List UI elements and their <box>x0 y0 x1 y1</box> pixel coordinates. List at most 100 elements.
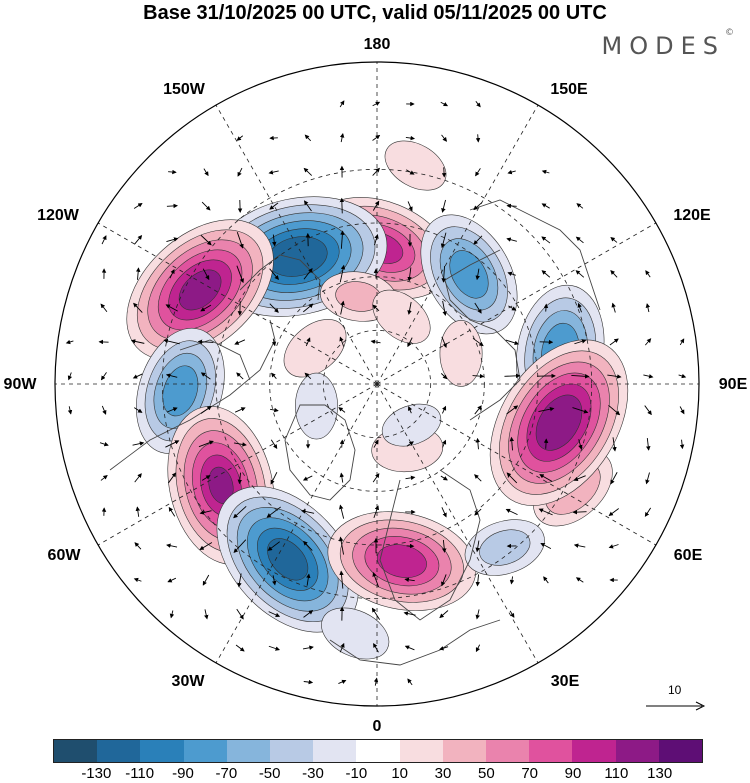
wind-arrow <box>236 232 244 249</box>
wind-arrow <box>272 575 277 586</box>
colorbar-swatch <box>615 740 659 762</box>
wind-arrow <box>610 472 618 485</box>
wind-arrow <box>134 235 143 245</box>
wind-arrow <box>339 570 344 589</box>
wind-arrow <box>236 372 244 380</box>
wind-arrow <box>442 539 447 553</box>
colorbar-tick-label: 30 <box>434 765 452 782</box>
anomaly-contour <box>439 320 483 387</box>
wind-arrow <box>135 506 141 517</box>
wind-arrow <box>403 611 416 616</box>
anomaly-center <box>321 607 390 660</box>
colorbar-swatch <box>572 740 616 762</box>
wind-arrow <box>132 373 143 379</box>
anomaly-contour <box>479 529 531 566</box>
wind-arrow <box>404 577 415 583</box>
wind-arrow <box>678 373 687 379</box>
meridian-line <box>376 222 657 385</box>
lon-label-150w: 150W <box>163 81 205 98</box>
anomaly-center <box>489 339 629 506</box>
wind-arrow <box>303 540 313 551</box>
wind-arrow <box>644 338 652 346</box>
wind-arrow <box>607 374 622 379</box>
anomaly-center <box>381 403 442 447</box>
wind-arrow <box>200 234 212 246</box>
wind-arrow <box>472 373 485 379</box>
wind-arrow <box>338 679 347 684</box>
anomaly-contour <box>535 394 583 451</box>
wind-arrow <box>507 271 516 277</box>
wind-arrow <box>372 101 381 107</box>
wind-arrow <box>611 302 616 313</box>
wind-arrow <box>270 472 278 485</box>
wind-arrow <box>373 505 380 518</box>
anomaly-contour <box>449 250 489 299</box>
wind-arrow <box>237 167 243 177</box>
wind-arrow <box>407 267 412 282</box>
wind-arrow <box>200 372 211 380</box>
wind-arrow <box>339 100 345 108</box>
wind-arrow <box>374 234 379 246</box>
wind-arrow <box>163 338 180 345</box>
wind-arrow <box>475 168 481 177</box>
wind-arrow <box>405 475 416 481</box>
wind-arrow <box>372 200 380 211</box>
wind-arrow <box>272 234 277 247</box>
colorbar-swatch <box>658 740 703 762</box>
meridian-line <box>376 104 539 385</box>
wind-arrow <box>133 302 143 313</box>
wind-arrow <box>475 437 481 450</box>
anomaly-center <box>295 372 338 440</box>
wind-arrow <box>612 437 617 452</box>
wind-arrow <box>646 438 651 451</box>
wind-arrow <box>372 572 380 588</box>
colorbar-tick-label: 130 <box>647 765 673 782</box>
wind-arrow <box>541 203 550 209</box>
wind-arrow <box>538 406 555 413</box>
wind-arrow <box>233 442 247 447</box>
wind-arrow <box>679 406 685 415</box>
wind-arrow <box>339 472 345 483</box>
wind-arrow <box>303 167 313 176</box>
wind-arrow <box>235 644 245 652</box>
wind-arrow <box>234 339 246 345</box>
wind-arrow <box>101 405 107 415</box>
lon-label-30e: 30E <box>550 673 580 690</box>
wind-arrow <box>166 543 178 548</box>
wind-arrow <box>303 679 314 685</box>
wind-arrow <box>135 267 141 280</box>
wind-arrow <box>372 167 380 176</box>
wind-arrow <box>134 407 143 413</box>
wind-arrow <box>233 539 247 554</box>
wind-arrow <box>577 302 582 313</box>
wind-arrow <box>371 607 380 620</box>
wind-arrow <box>339 264 346 283</box>
colorbar-tick-label: -50 <box>258 765 281 782</box>
wind-arrow <box>169 269 175 279</box>
vector-scale-legend: 10 <box>644 683 706 713</box>
wind-arrow <box>202 268 210 281</box>
coastline-canada <box>109 319 276 471</box>
wind-arrow <box>439 646 449 651</box>
wind-arrow <box>404 645 415 651</box>
colorbar-swatch <box>356 740 400 762</box>
wind-arrow <box>202 574 210 586</box>
wind-arrow <box>440 101 449 107</box>
wind-arrow <box>506 203 517 209</box>
wind-arrow <box>440 373 448 380</box>
coastlines <box>109 199 601 666</box>
wind-arrow <box>541 169 550 175</box>
wind-arrow <box>505 339 520 346</box>
lon-label-90e: 90E <box>718 376 748 393</box>
wind-arrow <box>166 237 179 242</box>
wind-arrow <box>441 167 447 178</box>
colorbar-swatch <box>313 740 357 762</box>
wind-arrow <box>475 609 480 620</box>
copyright-mark: © <box>725 28 734 38</box>
wind-arrow <box>504 373 521 379</box>
wind-arrow <box>506 237 517 242</box>
colorbar <box>53 739 703 763</box>
wind-arrow <box>203 168 209 177</box>
anomaly-center <box>384 140 447 191</box>
wind-arrow <box>645 270 651 278</box>
